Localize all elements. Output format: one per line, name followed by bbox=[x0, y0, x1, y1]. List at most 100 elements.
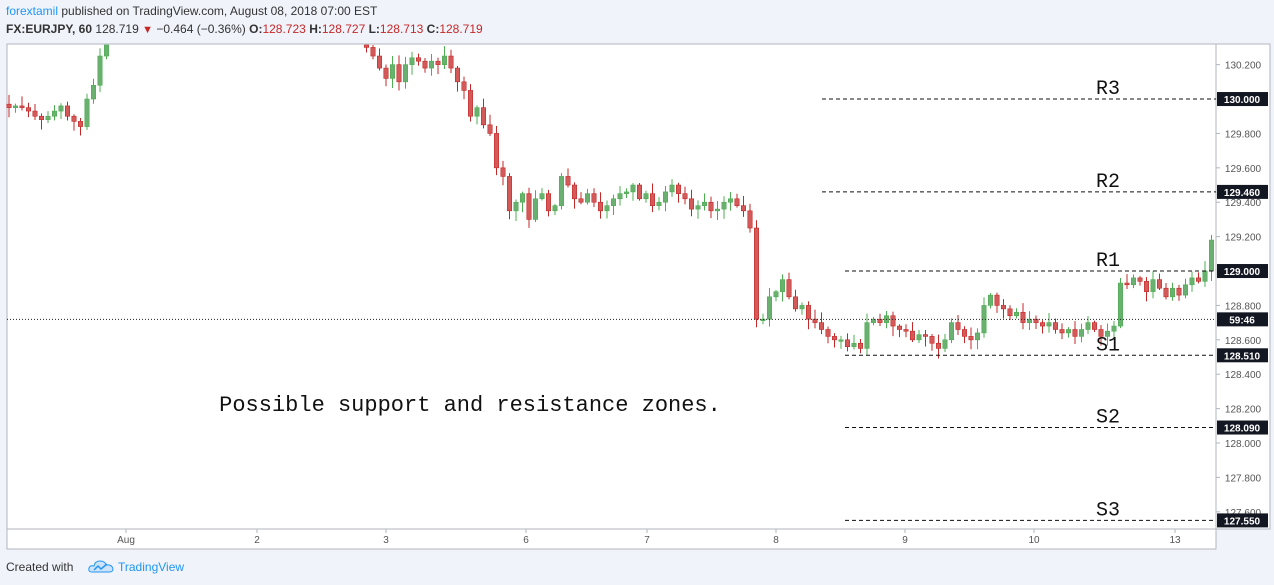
candle-body bbox=[513, 201, 519, 212]
candle-body bbox=[1066, 329, 1072, 334]
candle-body bbox=[682, 193, 688, 200]
candle-body bbox=[610, 198, 616, 206]
candle-body bbox=[838, 339, 844, 342]
candle-body bbox=[948, 322, 954, 341]
candle-body bbox=[955, 322, 961, 330]
candle-body bbox=[1124, 282, 1130, 286]
candle-body bbox=[831, 336, 837, 341]
candle-body bbox=[649, 193, 655, 206]
candle-body bbox=[441, 55, 447, 65]
candle-body bbox=[844, 339, 850, 347]
time-axis[interactable] bbox=[6, 528, 1217, 550]
candle-body bbox=[467, 90, 473, 117]
candle-body bbox=[942, 339, 948, 349]
candle-body bbox=[1013, 311, 1019, 317]
candle-body bbox=[935, 342, 941, 349]
symbol-interval: FX:EURJPY, 60 bbox=[6, 22, 93, 36]
level-label-r1: R1 bbox=[1096, 250, 1120, 273]
y-tick-label: 128.400 bbox=[1225, 370, 1262, 381]
plot-area[interactable] bbox=[6, 43, 1217, 530]
candle-body bbox=[480, 107, 486, 126]
candle-body bbox=[773, 291, 779, 298]
candle-body bbox=[1046, 322, 1052, 327]
candle-body bbox=[545, 193, 551, 212]
level-tag-r1-bg bbox=[1217, 264, 1268, 279]
candle-body bbox=[708, 201, 714, 212]
candle-body bbox=[734, 198, 740, 206]
author-link[interactable]: forextamil bbox=[6, 4, 59, 18]
candle-body bbox=[32, 110, 38, 117]
candle-body bbox=[721, 201, 727, 210]
candle-body bbox=[1072, 329, 1078, 337]
y-tick-label: 127.800 bbox=[1225, 473, 1262, 484]
down-triangle-icon: ▼ bbox=[142, 24, 154, 36]
candle-body bbox=[597, 201, 603, 212]
candle-body bbox=[669, 184, 675, 193]
candle-body bbox=[857, 342, 863, 349]
candle-body bbox=[617, 193, 623, 200]
candle-body bbox=[461, 81, 467, 91]
candle-body bbox=[370, 47, 376, 57]
candle-body bbox=[604, 205, 610, 212]
candle-body bbox=[818, 322, 824, 330]
candle-body bbox=[851, 342, 857, 347]
candle-body bbox=[428, 60, 434, 69]
candle-body bbox=[656, 201, 662, 206]
candle-body bbox=[363, 44, 369, 48]
candle-body bbox=[1202, 270, 1208, 282]
candle-body bbox=[25, 107, 31, 112]
candle-body bbox=[792, 296, 798, 310]
level-tag-s3-bg bbox=[1217, 513, 1268, 528]
candle-body bbox=[558, 176, 564, 206]
countdown-tag-bg bbox=[1217, 312, 1268, 327]
candle-body bbox=[539, 193, 545, 200]
level-tag-r2: 129.460 bbox=[1224, 188, 1261, 199]
candle-body bbox=[1059, 329, 1065, 334]
candle-body bbox=[500, 167, 506, 177]
y-tick-label: 128.200 bbox=[1225, 405, 1262, 416]
candle-body bbox=[981, 305, 987, 334]
chart-header: forextamil published on TradingView.com,… bbox=[0, 0, 1274, 44]
symbol-line: FX:EURJPY, 60 128.719 ▼ −0.464 (−0.36%) … bbox=[6, 22, 483, 36]
level-tag-s2-bg bbox=[1217, 420, 1268, 435]
candle-body bbox=[695, 205, 701, 210]
candle-body bbox=[435, 60, 441, 65]
candle-body bbox=[870, 318, 876, 323]
last-price: 128.719 bbox=[95, 22, 139, 36]
price-axis[interactable] bbox=[1215, 43, 1271, 530]
candle-body bbox=[1027, 318, 1033, 323]
x-tick-label: 9 bbox=[902, 535, 908, 546]
candle-body bbox=[1007, 308, 1013, 317]
candle-body bbox=[104, 44, 110, 57]
level-tag-r3: 130.000 bbox=[1224, 95, 1261, 106]
candle-body bbox=[786, 279, 792, 298]
candle-body bbox=[747, 210, 753, 229]
close-value: 128.719 bbox=[439, 22, 483, 36]
candle-body bbox=[1040, 322, 1046, 327]
candle-body bbox=[675, 184, 681, 194]
candle-body bbox=[1150, 279, 1156, 292]
publish-info: forextamil published on TradingView.com,… bbox=[6, 4, 377, 18]
candle-body bbox=[1131, 277, 1137, 286]
x-tick-label: 13 bbox=[1169, 535, 1181, 546]
x-tick-label: 2 bbox=[254, 535, 260, 546]
tradingview-link[interactable]: TradingView bbox=[118, 560, 185, 574]
level-tag-r2-bg bbox=[1217, 184, 1268, 199]
candle-body bbox=[896, 325, 902, 330]
candle-body bbox=[65, 105, 71, 117]
candle-body bbox=[487, 124, 493, 134]
candle-body bbox=[662, 191, 668, 203]
candle-body bbox=[1020, 311, 1026, 323]
candle-body bbox=[630, 184, 636, 193]
candle-body bbox=[864, 322, 870, 349]
y-tick-label: 130.200 bbox=[1225, 61, 1262, 72]
y-tick-label: 128.800 bbox=[1225, 301, 1262, 312]
candle-body bbox=[701, 201, 707, 206]
candle-body bbox=[623, 191, 629, 194]
price-chart[interactable]: R3 R2 R1 S1 S2 S3 130.200 129.800 129.600 129.40… bbox=[0, 0, 1274, 552]
candle-body bbox=[916, 334, 922, 341]
candle-body bbox=[1183, 284, 1189, 296]
candle-body bbox=[532, 198, 538, 220]
low-value: 128.713 bbox=[379, 22, 424, 36]
candle-body bbox=[571, 184, 577, 200]
